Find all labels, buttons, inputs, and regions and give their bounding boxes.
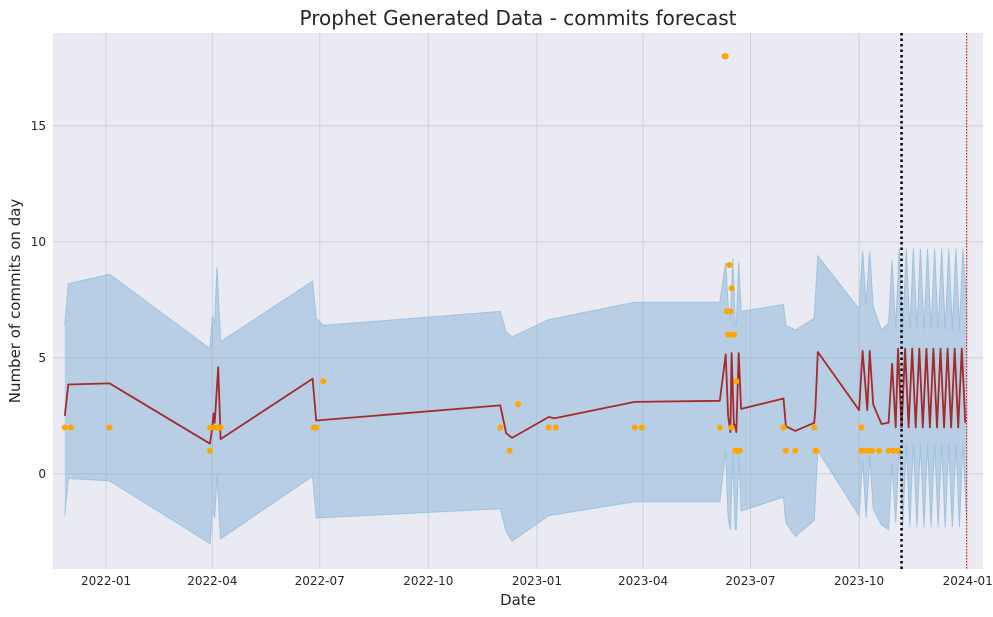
- x-tick-label: 2022-01: [81, 574, 131, 588]
- observed-point: [722, 53, 729, 60]
- observed-point: [885, 447, 892, 454]
- observed-point: [780, 424, 787, 431]
- uncertainty-interval: [64, 248, 967, 545]
- observed-point: [545, 424, 552, 431]
- y-tick-label: 15: [31, 119, 46, 133]
- observed-point: [313, 424, 320, 431]
- interval-band: [64, 248, 967, 544]
- observed-point: [736, 447, 743, 454]
- observed-points: [61, 53, 901, 454]
- x-tick-label: 2022-04: [187, 574, 237, 588]
- observed-point: [890, 447, 897, 454]
- observed-point: [497, 424, 504, 431]
- observed-point: [61, 424, 68, 431]
- observed-point: [320, 378, 327, 385]
- x-tick-label: 2023-10: [834, 574, 884, 588]
- y-tick-label: 5: [38, 351, 46, 365]
- observed-point: [860, 447, 867, 454]
- x-tick-label: 2024-01: [943, 574, 993, 588]
- observed-point: [716, 424, 723, 431]
- observed-point: [731, 331, 737, 338]
- observed-point: [876, 447, 883, 454]
- observed-point: [728, 424, 735, 431]
- y-tick-label: 10: [31, 235, 46, 249]
- observed-point: [207, 447, 213, 454]
- reference-lines: [900, 33, 967, 569]
- y-tick-label: 0: [38, 467, 46, 481]
- observed-point: [869, 447, 876, 454]
- x-tick-label: 2023-04: [618, 574, 668, 588]
- observed-point: [728, 285, 735, 292]
- x-tick-labels: 2022-01 2022-04 2022-07 2022-10 2023-01 2023-…: [81, 574, 993, 588]
- observed-point: [792, 447, 799, 454]
- observed-point: [515, 401, 521, 408]
- observed-point: [813, 447, 820, 454]
- plot-background: [53, 33, 983, 569]
- observed-point: [733, 378, 740, 385]
- observed-point: [631, 424, 638, 431]
- observed-point: [782, 447, 789, 454]
- forecast-line-group: [63, 347, 967, 445]
- observed-point: [217, 424, 224, 431]
- interval-lower-line: [64, 443, 967, 545]
- chart-title: Prophet Generated Data - commits forecas…: [299, 6, 736, 30]
- observed-point: [67, 424, 74, 431]
- observed-point: [727, 308, 734, 315]
- observed-point: [895, 447, 901, 454]
- x-tick-label: 2022-07: [295, 574, 345, 588]
- x-tick-label: 2022-10: [403, 574, 453, 588]
- observed-point: [106, 424, 113, 431]
- grid: [53, 33, 983, 569]
- interval-upper-line: [64, 248, 967, 350]
- x-tick-label: 2023-01: [512, 574, 562, 588]
- forecast-line: [63, 347, 967, 445]
- x-tick-label: 2023-07: [725, 574, 775, 588]
- y-tick-labels: 0 5 10 15: [31, 119, 46, 481]
- x-axis-label: Date: [500, 591, 536, 609]
- observed-point: [506, 447, 513, 454]
- observed-point: [552, 424, 559, 431]
- observed-point: [811, 424, 818, 431]
- observed-point: [726, 262, 733, 268]
- observed-point: [858, 424, 865, 431]
- observed-point: [638, 424, 645, 431]
- y-axis-label: Number of commits on day: [6, 199, 24, 404]
